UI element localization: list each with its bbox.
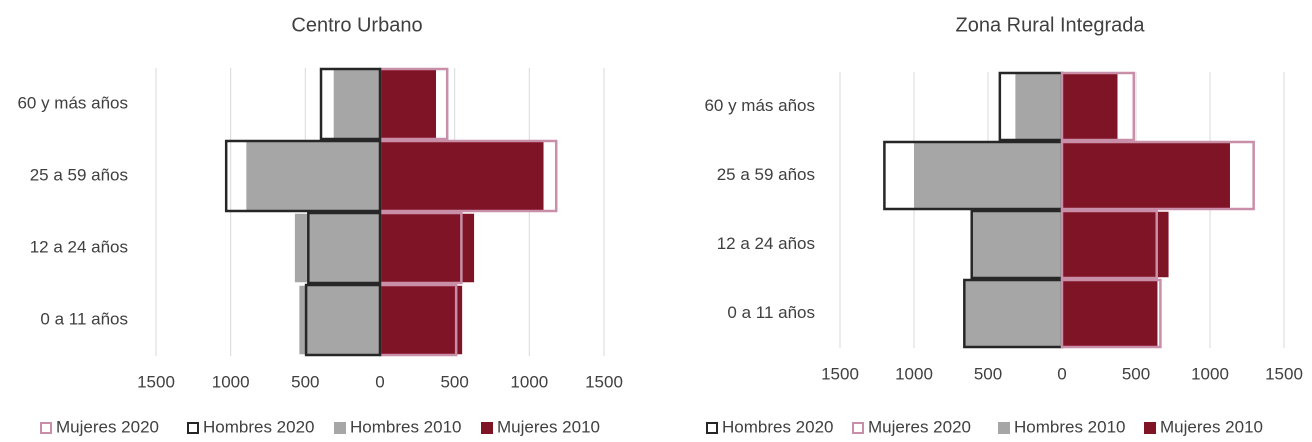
bar (380, 69, 437, 139)
legend-marker (334, 422, 346, 434)
x-tick-label: 1000 (895, 364, 933, 383)
category-label: 60 y más años (704, 96, 815, 115)
bar (380, 141, 544, 211)
bar (964, 280, 1062, 347)
legend-label: Mujeres 2010 (1160, 417, 1263, 436)
category-label: 60 y más años (17, 93, 128, 112)
bar (1062, 73, 1118, 140)
bar (294, 213, 380, 283)
bar (246, 141, 380, 211)
legend-label: Hombres 2010 (1014, 417, 1126, 436)
x-tick-label: 0 (1057, 364, 1066, 383)
bar (380, 285, 463, 355)
bar (972, 211, 1062, 278)
legend-marker (481, 422, 493, 434)
x-tick-label: 500 (440, 372, 468, 391)
chart-title: Zona Rural Integrada (955, 14, 1145, 36)
legend-label: Hombres 2020 (722, 417, 834, 436)
legend-label: Mujeres 2020 (868, 417, 971, 436)
category-label: 0 a 11 años (40, 309, 128, 328)
bar (299, 285, 380, 355)
bar (1062, 142, 1231, 209)
category-label: 25 a 59 años (717, 165, 815, 184)
bar (1015, 73, 1062, 140)
x-tick-label: 500 (1122, 364, 1150, 383)
legend-marker (998, 422, 1010, 434)
x-tick-label: 1500 (137, 372, 175, 391)
bar (1062, 280, 1158, 347)
bar (333, 69, 380, 139)
category-label: 12 a 24 años (717, 234, 815, 253)
legend-marker (707, 423, 717, 433)
bar (913, 142, 1062, 209)
legend-marker (188, 423, 198, 433)
category-label: 12 a 24 años (30, 237, 128, 256)
x-tick-label: 1500 (1265, 364, 1303, 383)
chart-page: Centro Urbano 1500 1000 500 0 500 1000 1500 60 y… (0, 0, 1312, 442)
x-tick-label: 1000 (1191, 364, 1229, 383)
x-tick-label: 500 (974, 364, 1002, 383)
legend-marker (1144, 422, 1156, 434)
legend-marker (853, 423, 863, 433)
category-label: 0 a 11 años (727, 303, 815, 322)
legend-label: Mujeres 2010 (497, 417, 600, 436)
x-tick-label: 500 (291, 372, 319, 391)
bar (1062, 211, 1169, 278)
x-tick-label: 1500 (821, 364, 859, 383)
chart-title: Centro Urbano (291, 14, 422, 36)
x-tick-label: 1500 (585, 372, 623, 391)
legend-label: Hombres 2020 (203, 417, 315, 436)
legend-marker (41, 423, 51, 433)
legend-label: Mujeres 2020 (56, 417, 159, 436)
legend-label: Hombres 2010 (350, 417, 462, 436)
category-label: 25 a 59 años (30, 165, 128, 184)
x-tick-label: 0 (375, 372, 384, 391)
x-tick-label: 1000 (212, 372, 250, 391)
x-tick-label: 1000 (510, 372, 548, 391)
